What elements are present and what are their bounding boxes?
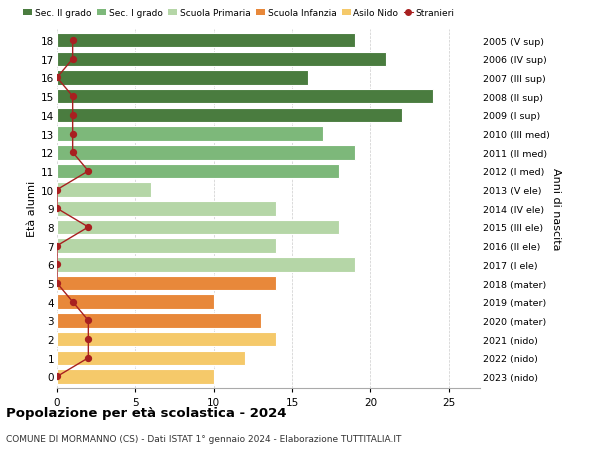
Point (52, 205, 62, 213)
Point (83, 317, 93, 325)
Bar (57, 276, 277, 291)
Bar (57, 313, 260, 328)
Point (83, 336, 93, 343)
Bar (57, 127, 323, 141)
Point (68, 56, 77, 63)
Point (52, 242, 62, 250)
Bar (57, 146, 355, 160)
Bar (57, 71, 308, 85)
Bar (57, 257, 355, 272)
Point (83, 168, 93, 175)
Point (68, 130, 77, 138)
Bar (57, 183, 151, 197)
Point (52, 280, 62, 287)
Bar (57, 52, 386, 67)
Bar (57, 34, 355, 48)
Bar (57, 164, 339, 179)
Bar (57, 220, 339, 235)
Point (52, 261, 62, 269)
Legend: Sec. II grado, Sec. I grado, Scuola Primaria, Scuola Infanzia, Asilo Nido, Stran: Sec. II grado, Sec. I grado, Scuola Prim… (23, 9, 455, 18)
Bar (57, 295, 214, 309)
Bar (57, 90, 433, 104)
Point (83, 354, 93, 362)
Text: Popolazione per età scolastica - 2024: Popolazione per età scolastica - 2024 (6, 406, 287, 419)
Point (68, 298, 77, 306)
Point (68, 37, 77, 45)
Y-axis label: Età alunni: Età alunni (27, 181, 37, 237)
Point (68, 112, 77, 119)
Bar (57, 369, 214, 384)
Point (52, 186, 62, 194)
Point (52, 373, 62, 381)
Text: COMUNE DI MORMANNO (CS) - Dati ISTAT 1° gennaio 2024 - Elaborazione TUTTITALIA.I: COMUNE DI MORMANNO (CS) - Dati ISTAT 1° … (6, 434, 401, 443)
Point (68, 149, 77, 157)
Bar (57, 239, 277, 253)
Bar (57, 202, 277, 216)
Bar (57, 108, 401, 123)
Point (52, 75, 62, 82)
Bar (57, 351, 245, 365)
Y-axis label: Anni di nascita: Anni di nascita (551, 168, 561, 250)
Point (83, 224, 93, 231)
Bar (57, 332, 277, 347)
Point (68, 93, 77, 101)
